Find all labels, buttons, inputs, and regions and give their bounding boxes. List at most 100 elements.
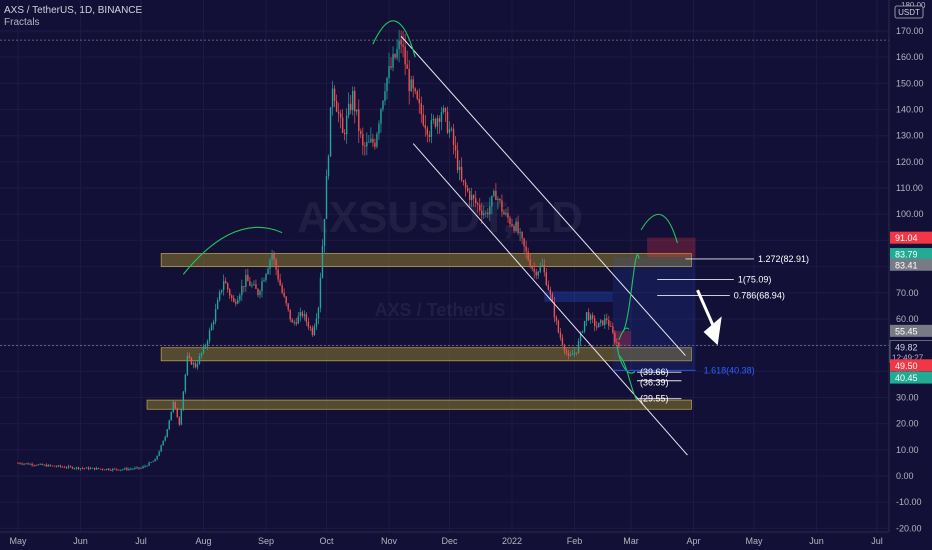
candle — [124, 467, 126, 471]
time-axis: May Jun Jul Aug Sep Oct Nov Dec 2022 Feb Mar Apr May… — [0, 531, 932, 550]
candle — [23, 463, 25, 466]
candle — [243, 285, 245, 293]
candle — [366, 132, 368, 156]
candle — [206, 339, 209, 351]
support-resistance-zones — [146, 253, 692, 410]
candle — [354, 86, 356, 124]
fractal-curve — [622, 254, 640, 333]
candle — [79, 468, 82, 471]
candle — [523, 237, 525, 254]
candle — [41, 463, 43, 466]
candle — [89, 466, 92, 470]
candle — [162, 440, 164, 446]
candle — [606, 313, 608, 325]
candle — [202, 343, 205, 355]
fractal-curve — [372, 20, 416, 58]
price-tag: 40.45 — [890, 371, 932, 384]
candle — [416, 89, 418, 101]
candle — [93, 467, 96, 471]
candle — [557, 319, 560, 334]
time-tick-label: Oct — [320, 536, 335, 546]
candle — [208, 327, 211, 344]
candle — [333, 85, 336, 108]
candle — [549, 286, 552, 301]
candle — [184, 373, 187, 394]
fractal-curves — [182, 20, 678, 401]
candle — [267, 266, 269, 275]
candle — [577, 338, 580, 354]
price-tag-label: 83.41 — [895, 260, 918, 270]
price-tick-label: 60.00 — [896, 314, 919, 324]
candle — [543, 259, 545, 277]
time-tick-label: Jun — [73, 536, 88, 546]
candle — [305, 312, 308, 326]
candle — [315, 312, 318, 330]
countdown-label: 12:49:27 — [892, 353, 924, 362]
candle — [235, 298, 237, 307]
price-tick-label: 160.00 — [896, 52, 924, 62]
price-tag-label: 49.50 — [895, 361, 918, 371]
time-tick-label: Jun — [809, 536, 824, 546]
candle — [97, 467, 100, 470]
candle — [33, 464, 35, 467]
candle — [19, 462, 21, 465]
candle — [587, 308, 590, 322]
fib-label: (36.39) — [640, 378, 669, 388]
candle — [37, 463, 39, 466]
candle — [612, 322, 614, 335]
candle — [374, 138, 376, 150]
candle — [249, 277, 251, 287]
candle — [190, 356, 193, 365]
candle — [214, 303, 217, 325]
channel-line — [400, 35, 686, 356]
candle — [144, 464, 146, 468]
currency-label: USDT — [898, 8, 920, 17]
price-tick-label: 170.00 — [896, 26, 924, 36]
candle — [388, 52, 390, 84]
price-tick-label: 130.00 — [896, 131, 924, 141]
candle — [551, 291, 554, 303]
candle — [295, 317, 297, 327]
fractal-curve — [182, 226, 283, 275]
candle — [196, 360, 199, 370]
price-tick-label: 150.00 — [896, 78, 924, 88]
candle — [438, 115, 441, 134]
candle — [581, 330, 584, 334]
candle — [59, 464, 62, 468]
candle — [174, 401, 176, 410]
candle — [430, 113, 433, 144]
candle — [263, 277, 265, 282]
candle — [188, 352, 191, 360]
candle — [87, 466, 90, 471]
candle — [436, 114, 439, 135]
candle — [212, 319, 215, 330]
candle — [132, 468, 134, 470]
arrow-shaft — [696, 289, 716, 328]
candle — [210, 322, 213, 331]
candle — [293, 319, 295, 326]
candle — [65, 466, 68, 469]
candle — [233, 294, 235, 303]
candle — [158, 450, 160, 457]
candle — [241, 279, 243, 301]
candle — [339, 109, 342, 129]
candle — [525, 240, 527, 259]
candle — [501, 194, 503, 217]
candle — [545, 268, 547, 287]
candle — [83, 468, 86, 470]
descending-channel — [400, 35, 688, 456]
candle — [515, 217, 517, 233]
candle — [231, 294, 233, 302]
candle — [101, 468, 104, 471]
candle — [182, 390, 185, 412]
candle — [142, 465, 144, 469]
candle — [335, 94, 338, 113]
candle — [261, 277, 263, 298]
watermark-ticker: AXSUSDT, 1D — [297, 193, 583, 242]
price-tag: 49.50 — [890, 359, 932, 372]
channel-line — [412, 143, 688, 456]
candle — [204, 343, 207, 350]
candle — [350, 95, 352, 115]
candle — [136, 466, 138, 470]
